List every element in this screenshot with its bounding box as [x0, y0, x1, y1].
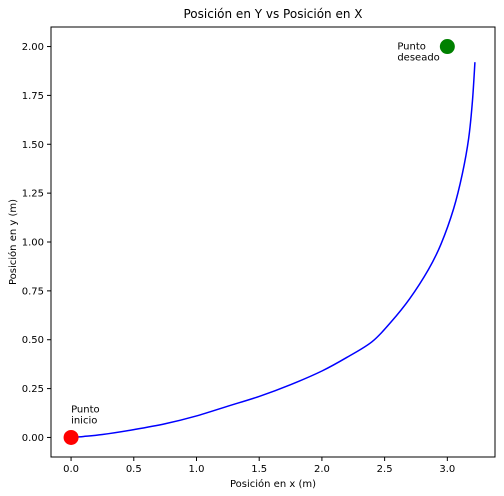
y-tick-label: 0.50	[22, 335, 44, 346]
y-axis: 0.00 0.25 0.50 0.75 1.00 1.25 1.50 1.75 2.00	[22, 42, 51, 444]
chart-title: Posición en Y vs Posición en X	[184, 7, 363, 21]
start-point-marker	[63, 429, 79, 445]
y-tick-label: 0.25	[22, 384, 44, 395]
x-tick-label: 1.0	[189, 464, 205, 475]
point-label-line: Punto	[71, 404, 100, 415]
point-label-line: deseado	[397, 53, 439, 64]
x-tick-label: 2.5	[377, 464, 393, 475]
x-tick-label: 1.5	[251, 464, 267, 475]
y-tick-label: 1.50	[22, 140, 44, 151]
point-label-line: inicio	[71, 415, 97, 426]
y-tick-label: 0.75	[22, 286, 44, 297]
y-tick-label: 1.25	[22, 189, 44, 200]
y-tick-label: 1.00	[22, 238, 44, 249]
series-group	[71, 62, 476, 439]
x-tick-label: 2.0	[314, 464, 330, 475]
y-tick-label: 1.75	[22, 91, 44, 102]
target-point-marker	[439, 39, 455, 55]
x-tick-label: 0.5	[126, 464, 142, 475]
y-tick-label: 0.00	[22, 433, 44, 444]
y-axis-label: Posición en y (m)	[7, 199, 19, 285]
x-tick-label: 3.0	[439, 464, 455, 475]
plot-frame	[50, 26, 496, 458]
point-label-line: Punto	[397, 42, 426, 53]
target-point-label: Punto deseado	[397, 42, 439, 64]
x-tick-label: 0.0	[63, 464, 79, 475]
y-tick-label: 2.00	[22, 42, 44, 53]
trajectory-line	[71, 62, 476, 439]
start-point-label: Punto inicio	[71, 404, 100, 426]
x-axis: 0.0 0.5 1.0 1.5 2.0 2.5 3.0	[63, 457, 455, 475]
x-axis-label: Posición en x (m)	[230, 478, 316, 490]
